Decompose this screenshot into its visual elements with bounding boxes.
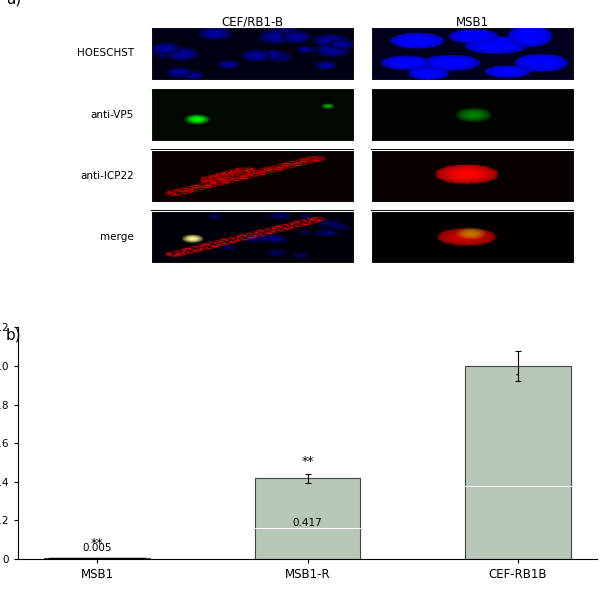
Bar: [371, 88, 574, 141]
Text: CEF/RB1-B: CEF/RB1-B: [221, 16, 283, 29]
Bar: [151, 88, 354, 141]
Text: 0.005: 0.005: [82, 543, 112, 553]
Bar: [45, 558, 150, 559]
Text: anti-VP5: anti-VP5: [90, 109, 134, 120]
Text: **: **: [91, 537, 103, 550]
Text: 0.417: 0.417: [292, 517, 323, 528]
Text: anti-ICP22: anti-ICP22: [80, 171, 134, 181]
Bar: [466, 366, 570, 559]
Text: b): b): [6, 328, 22, 343]
Text: HOESCHST: HOESCHST: [77, 49, 134, 58]
Bar: [371, 27, 574, 79]
Bar: [151, 210, 354, 263]
Text: 1: 1: [515, 374, 522, 383]
Bar: [371, 150, 574, 202]
Text: merge: merge: [100, 232, 134, 242]
Text: a): a): [7, 0, 22, 7]
Bar: [255, 478, 360, 559]
Text: MSB1: MSB1: [456, 16, 489, 29]
Bar: [151, 27, 354, 79]
Bar: [371, 210, 574, 263]
Bar: [151, 150, 354, 202]
Text: **: **: [302, 455, 314, 468]
